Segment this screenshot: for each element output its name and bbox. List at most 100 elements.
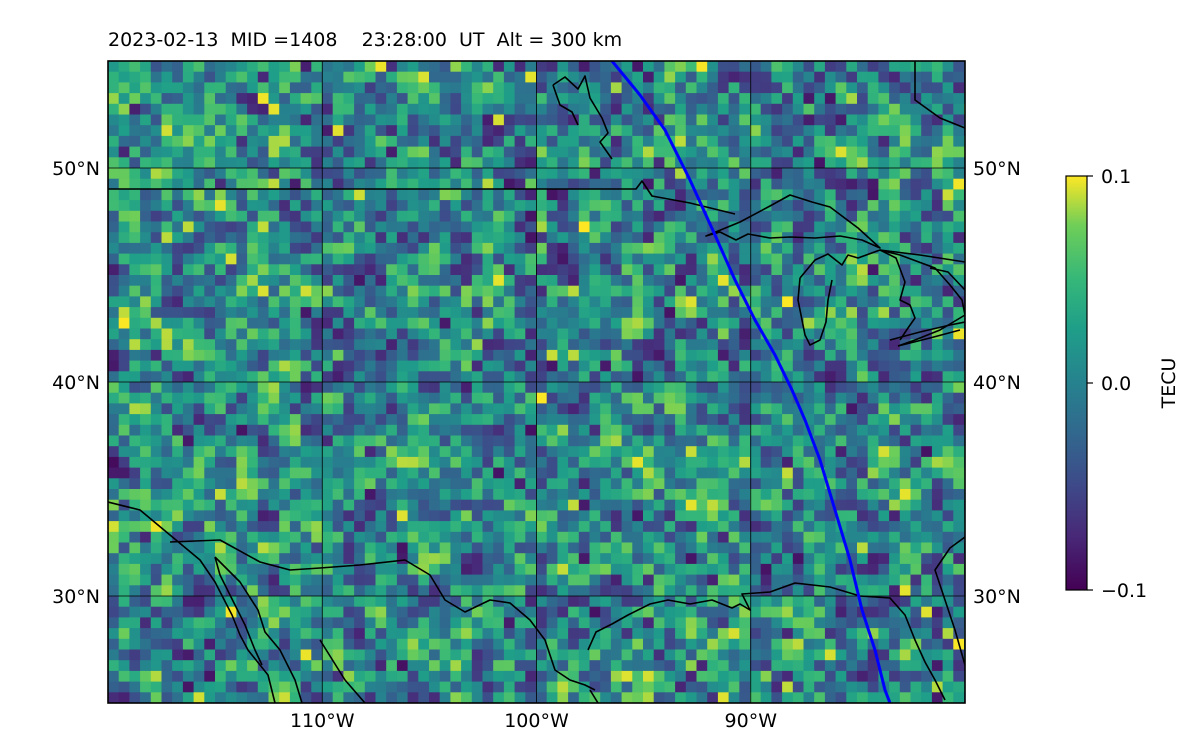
tec-cell [161, 242, 173, 255]
tec-cell [750, 382, 762, 394]
tec-cell [172, 521, 184, 533]
tec-cell [289, 296, 302, 308]
tec-cell [568, 606, 580, 618]
tec-cell [193, 371, 205, 383]
tec-cell [503, 189, 516, 201]
tec-cell [942, 135, 954, 148]
tec-cell [610, 296, 623, 308]
tec-cell [493, 681, 505, 693]
tec-cell [921, 114, 933, 126]
tec-cell [225, 317, 237, 330]
tec-cell [108, 692, 120, 703]
tec-cell [172, 61, 184, 73]
tec-cell [942, 489, 954, 501]
longitude-axis: 110°W 100°W 90°W [290, 710, 777, 732]
tec-cell [375, 168, 387, 180]
tec-cell [375, 339, 387, 351]
tec-cell [503, 275, 516, 287]
tec-cell [632, 264, 644, 276]
tec-cell [322, 553, 334, 565]
tec-cell [739, 521, 751, 533]
colorbar-tick-label: 0.0 [1101, 373, 1131, 395]
tec-cell [471, 510, 484, 522]
tec-cell [696, 135, 708, 148]
tec-cell [140, 125, 152, 137]
tec-cell [910, 307, 922, 319]
tec-cell [600, 125, 612, 137]
tec-cell [942, 168, 954, 180]
tec-cell [643, 489, 655, 501]
tec-cell [364, 521, 377, 533]
tec-cell [429, 521, 441, 533]
tec-cell [675, 617, 687, 629]
tec-cell [108, 307, 120, 319]
tec-cell [514, 135, 526, 148]
tec-cell [439, 638, 451, 651]
tec-cell [536, 264, 548, 276]
tec-cell [675, 253, 687, 265]
tec-cell [685, 435, 698, 447]
tec-cell [364, 61, 377, 73]
tec-cell [867, 61, 879, 73]
tec-cell [675, 371, 687, 383]
tec-cell [439, 264, 451, 276]
tec-cell [632, 210, 644, 223]
lake-superior [705, 194, 881, 249]
tec-cell [215, 382, 227, 394]
tec-cell [568, 670, 580, 683]
tec-cell [685, 478, 698, 490]
tec-cell [675, 189, 687, 201]
tec-cell [322, 349, 334, 362]
tec-cell [589, 71, 601, 83]
tec-cell [439, 296, 451, 308]
tec-cell [482, 521, 494, 533]
tec-cell [225, 328, 237, 340]
tec-cell [279, 125, 291, 137]
tec-cell [418, 670, 430, 683]
tec-cell [386, 649, 398, 661]
tec-cell [643, 628, 655, 640]
tec-cell [589, 574, 601, 586]
tec-cell [289, 82, 302, 94]
tec-cell [525, 210, 537, 223]
tec-cell [910, 542, 922, 554]
tec-cell [514, 392, 526, 404]
tec-cell [279, 146, 291, 158]
tec-cell [546, 489, 558, 501]
tec-cell [835, 232, 847, 244]
tec-cell [364, 606, 377, 618]
tec-cell [782, 382, 794, 394]
tec-cell [375, 61, 387, 73]
tec-cell [311, 178, 323, 190]
tec-cell [182, 660, 195, 672]
tec-cell [846, 392, 858, 404]
tec-cell [108, 681, 120, 693]
tec-cell [364, 574, 377, 586]
tec-cell [610, 478, 623, 490]
tec-cell [632, 114, 644, 126]
tec-cell [814, 125, 826, 137]
tec-cell [172, 392, 184, 404]
tec-cell [364, 649, 377, 661]
tec-cell [546, 478, 558, 490]
tec-cell [503, 574, 516, 586]
tec-cell [610, 382, 623, 394]
tec-cell [268, 553, 280, 565]
tec-cell [653, 264, 665, 276]
tec-cell [664, 628, 676, 640]
tec-cell [418, 349, 430, 362]
tec-cell [653, 221, 665, 233]
tec-cell [247, 606, 259, 618]
tec-cell [782, 703, 793, 714]
tec-cell [792, 489, 805, 501]
tec-cell [215, 61, 227, 73]
tec-cell [225, 478, 237, 490]
tec-cell [300, 242, 312, 255]
tec-cell [568, 435, 580, 447]
tec-cell [311, 670, 323, 683]
tec-cell [172, 307, 184, 319]
tec-cell [225, 232, 237, 244]
tec-cell [878, 638, 890, 651]
tec-cell [782, 467, 794, 479]
tec-cell [814, 135, 826, 148]
